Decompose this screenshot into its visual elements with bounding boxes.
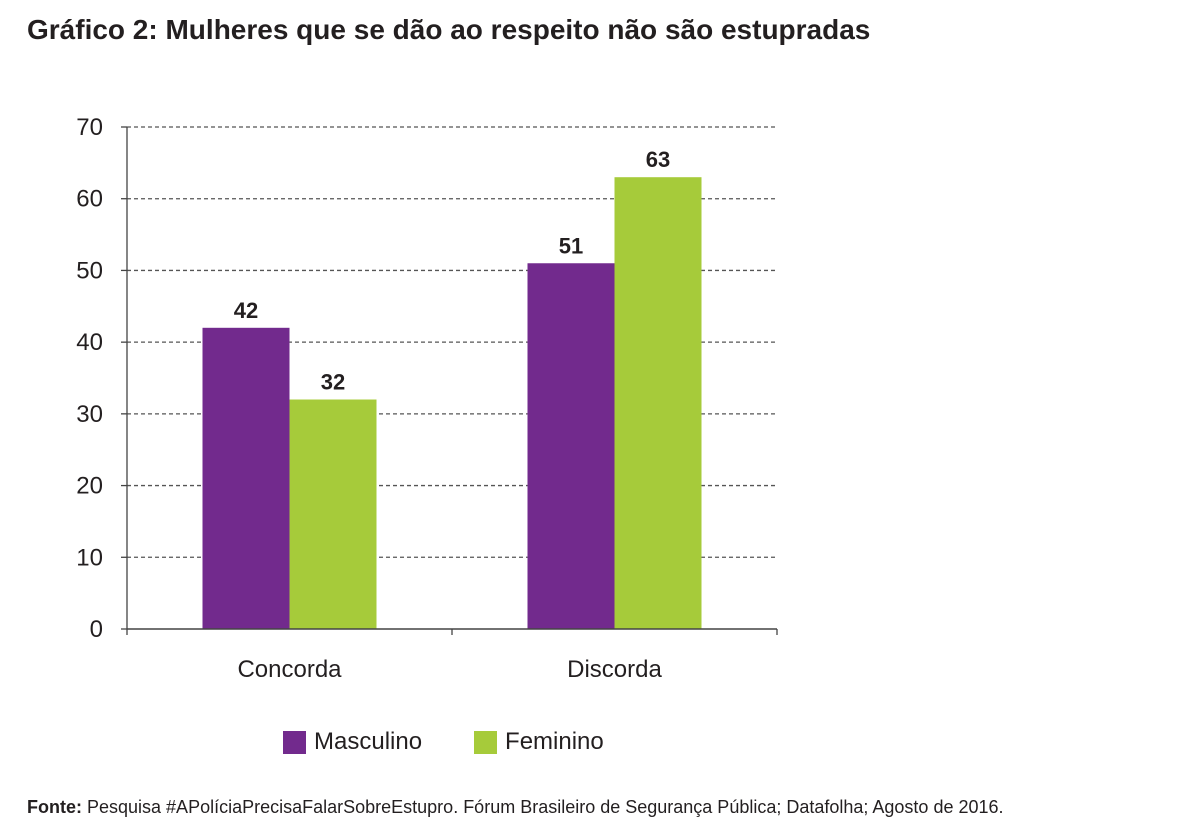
x-category-label: Discorda	[567, 656, 662, 683]
legend-label: Feminino	[505, 728, 604, 755]
chart-title: Gráfico 2: Mulheres que se dão ao respei…	[27, 14, 871, 45]
bar-feminino-discorda	[614, 177, 702, 629]
source-label: Fonte:	[27, 797, 82, 817]
y-tick-label: 40	[76, 329, 103, 356]
bar-chart: 0 10 20 30 40 50 60 70 42 32 Concorda 51 63 Discorda	[76, 114, 778, 683]
legend-item-masculino: Masculino	[283, 728, 422, 756]
legend: Masculino Feminino	[283, 728, 656, 756]
legend-label: Masculino	[314, 728, 423, 755]
legend-item-feminino: Feminino	[474, 728, 604, 756]
y-tick-label: 70	[76, 114, 103, 141]
data-label: 63	[646, 147, 670, 172]
data-label: 42	[234, 298, 258, 323]
y-tick-label: 50	[76, 257, 103, 284]
source-note: Fonte: Pesquisa #APolíciaPrecisaFalarSob…	[27, 797, 1004, 818]
y-tick-label: 60	[76, 186, 103, 213]
legend-swatch-feminino	[474, 730, 498, 754]
legend-swatch-masculino	[283, 730, 306, 754]
data-label: 51	[559, 233, 583, 258]
y-tick-label: 10	[76, 544, 103, 571]
bar-masculino-discorda	[527, 263, 615, 629]
y-tick-label: 30	[76, 401, 103, 428]
source-text: Pesquisa #APolíciaPrecisaFalarSobreEstup…	[87, 797, 1004, 817]
bar-masculino-concorda	[202, 327, 290, 629]
y-tick-label: 20	[76, 473, 103, 500]
x-category-label: Concorda	[237, 656, 342, 683]
data-label: 32	[321, 370, 345, 395]
y-tick-label: 0	[90, 616, 103, 643]
bar-feminino-concorda	[289, 399, 377, 629]
